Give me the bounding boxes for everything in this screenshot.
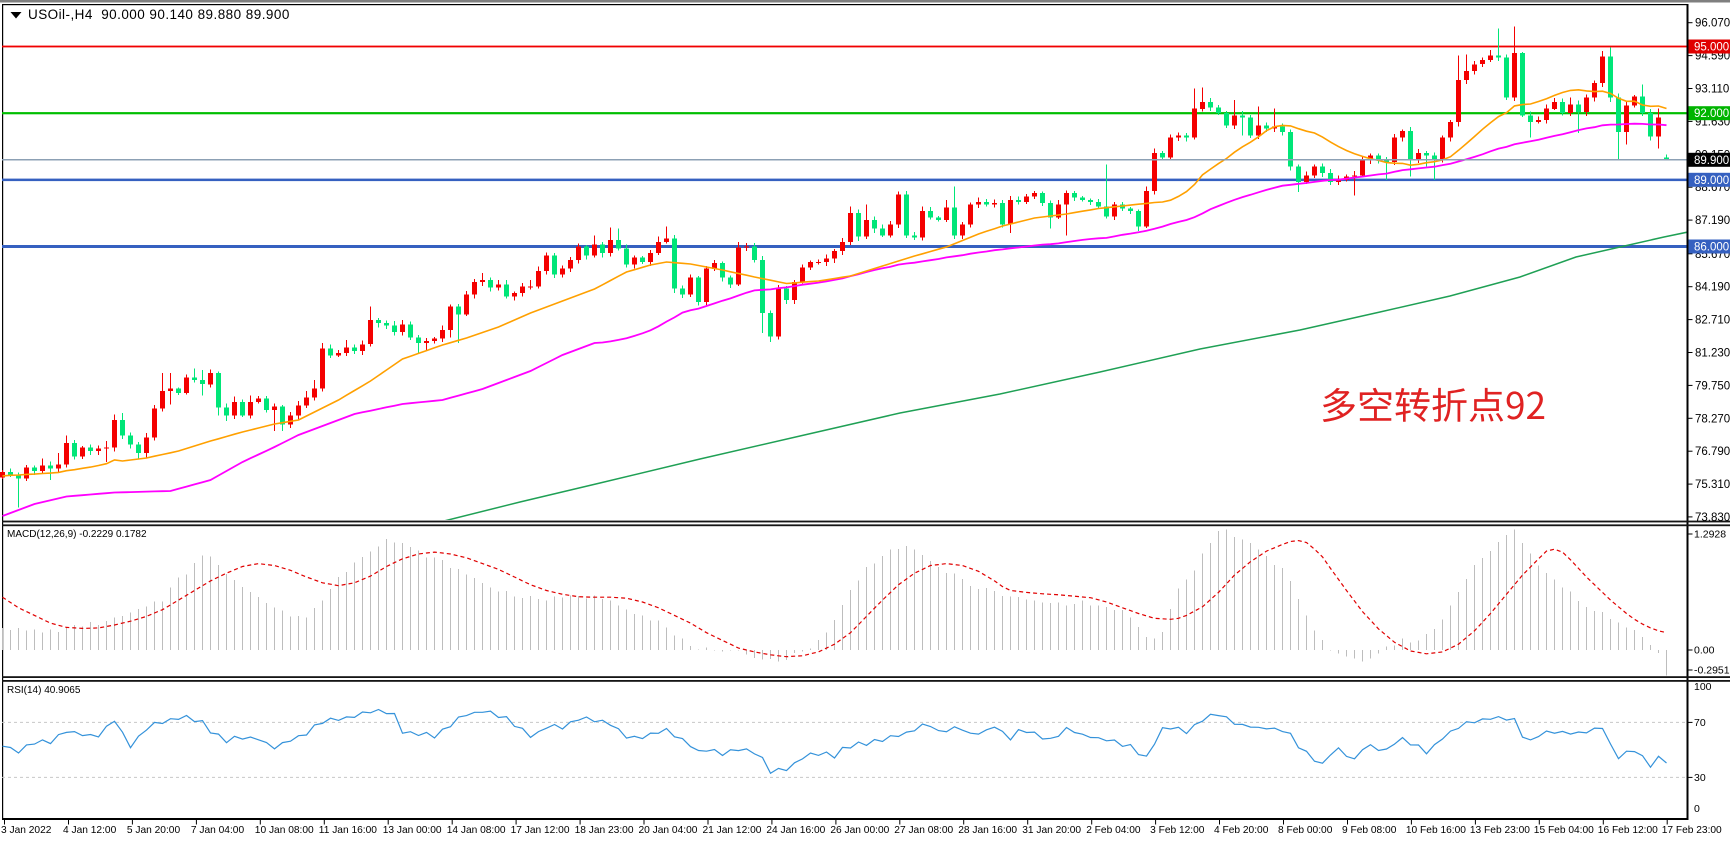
svg-text:95.000: 95.000 — [1694, 42, 1729, 54]
svg-text:26 Jan 00:00: 26 Jan 00:00 — [830, 825, 889, 836]
svg-text:10 Feb 16:00: 10 Feb 16:00 — [1406, 825, 1466, 836]
svg-text:82.710: 82.710 — [1695, 315, 1730, 327]
svg-text:3 Feb 12:00: 3 Feb 12:00 — [1150, 825, 1205, 836]
svg-text:21 Jan 12:00: 21 Jan 12:00 — [703, 825, 762, 836]
svg-text:86.000: 86.000 — [1694, 242, 1729, 254]
svg-text:14 Jan 08:00: 14 Jan 08:00 — [447, 825, 506, 836]
svg-text:7 Jan 04:00: 7 Jan 04:00 — [191, 825, 245, 836]
svg-text:20 Jan 04:00: 20 Jan 04:00 — [639, 825, 698, 836]
svg-text:89.000: 89.000 — [1694, 175, 1729, 187]
svg-text:18 Jan 23:00: 18 Jan 23:00 — [575, 825, 634, 836]
svg-text:1.2928: 1.2928 — [1694, 529, 1726, 541]
svg-text:13 Feb 23:00: 13 Feb 23:00 — [1470, 825, 1530, 836]
svg-text:84.190: 84.190 — [1695, 282, 1730, 294]
svg-text:92.000: 92.000 — [1694, 108, 1729, 120]
svg-text:8 Feb 00:00: 8 Feb 00:00 — [1278, 825, 1333, 836]
svg-text:4 Jan 12:00: 4 Jan 12:00 — [63, 825, 117, 836]
svg-text:2 Feb 04:00: 2 Feb 04:00 — [1086, 825, 1141, 836]
svg-text:30: 30 — [1694, 772, 1706, 784]
svg-text:-0.2951: -0.2951 — [1694, 665, 1730, 677]
svg-text:13 Jan 00:00: 13 Jan 00:00 — [383, 825, 442, 836]
svg-text:89.900: 89.900 — [1694, 155, 1729, 167]
svg-text:79.750: 79.750 — [1695, 380, 1730, 392]
svg-text:RSI(14) 40.9065: RSI(14) 40.9065 — [7, 685, 81, 696]
svg-text:87.190: 87.190 — [1695, 215, 1730, 227]
svg-text:10 Jan 08:00: 10 Jan 08:00 — [255, 825, 314, 836]
svg-text:78.270: 78.270 — [1695, 413, 1730, 425]
svg-text:28 Jan 16:00: 28 Jan 16:00 — [958, 825, 1017, 836]
svg-text:81.230: 81.230 — [1695, 348, 1730, 360]
svg-text:96.070: 96.070 — [1695, 18, 1730, 30]
svg-text:24 Jan 16:00: 24 Jan 16:00 — [766, 825, 825, 836]
svg-text:0.00: 0.00 — [1694, 645, 1715, 657]
svg-text:31 Jan 20:00: 31 Jan 20:00 — [1022, 825, 1081, 836]
svg-text:5 Jan 20:00: 5 Jan 20:00 — [127, 825, 181, 836]
svg-text:17 Feb 23:00: 17 Feb 23:00 — [1662, 825, 1722, 836]
svg-text:4 Feb 20:00: 4 Feb 20:00 — [1214, 825, 1269, 836]
svg-text:70: 70 — [1694, 717, 1706, 729]
svg-text:100: 100 — [1694, 681, 1712, 693]
svg-text:11 Jan 16:00: 11 Jan 16:00 — [319, 825, 377, 836]
svg-text:15 Feb 04:00: 15 Feb 04:00 — [1534, 825, 1594, 836]
svg-text:17 Jan 12:00: 17 Jan 12:00 — [511, 825, 570, 836]
svg-text:73.830: 73.830 — [1695, 512, 1730, 524]
svg-text:MACD(12,26,9) -0.2229 0.1782: MACD(12,26,9) -0.2229 0.1782 — [7, 529, 147, 540]
svg-text:16 Feb 12:00: 16 Feb 12:00 — [1598, 825, 1658, 836]
svg-text:76.790: 76.790 — [1695, 446, 1730, 458]
svg-text:9 Feb 08:00: 9 Feb 08:00 — [1342, 825, 1397, 836]
svg-text:3 Jan 2022: 3 Jan 2022 — [1, 825, 52, 836]
svg-text:0: 0 — [1694, 803, 1700, 815]
svg-text:93.110: 93.110 — [1695, 84, 1729, 96]
svg-text:27 Jan 08:00: 27 Jan 08:00 — [894, 825, 953, 836]
svg-text:USOil-,H4 90.000 90.140 89.88: USOil-,H4 90.000 90.140 89.880 89.900 — [28, 7, 290, 22]
svg-text:75.310: 75.310 — [1695, 479, 1730, 491]
